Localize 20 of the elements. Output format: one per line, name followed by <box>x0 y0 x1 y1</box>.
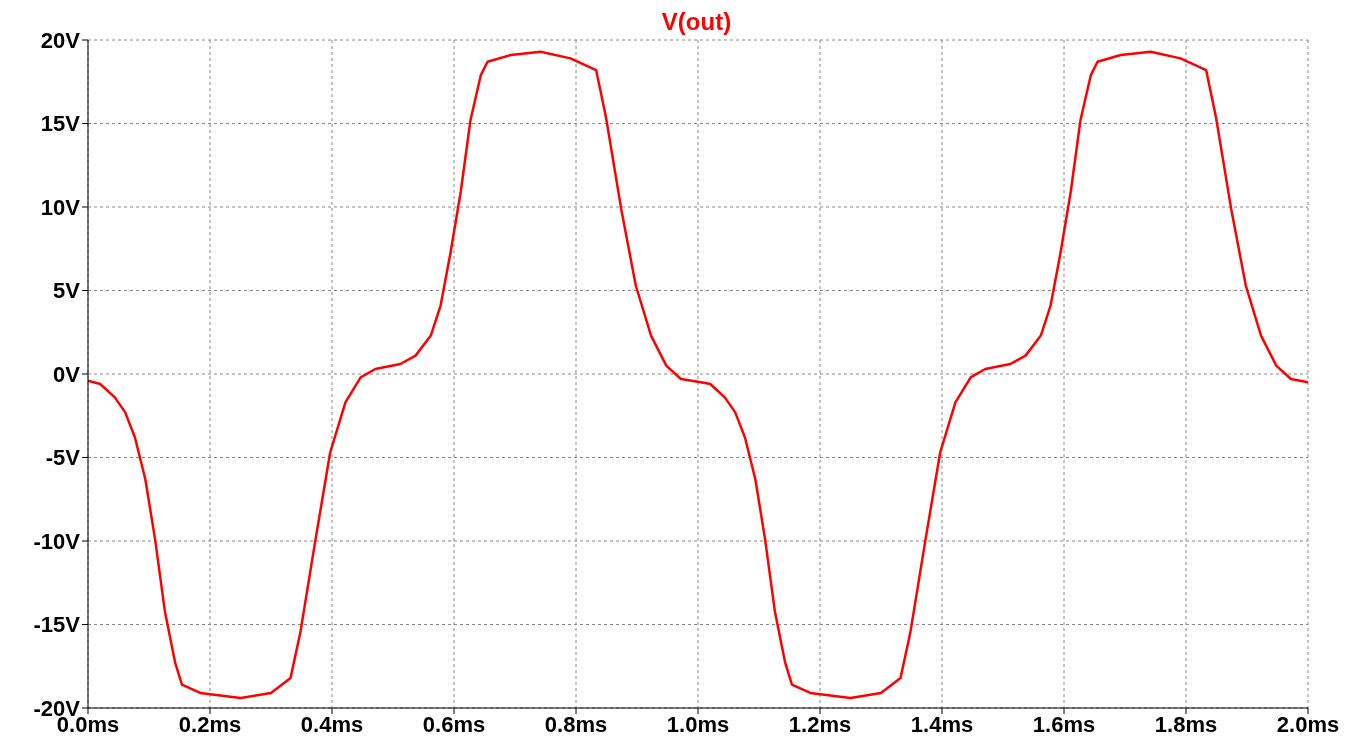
line-series <box>88 50 1308 700</box>
y-tick-label: 20V <box>40 27 81 53</box>
x-tick-label: 0.4ms <box>300 711 364 737</box>
y-tick-label: 0V <box>53 361 81 387</box>
y-tick-label: -5V <box>45 445 81 471</box>
y-tick-label: 5V <box>53 278 81 304</box>
x-tick-label: 1.2ms <box>788 711 852 737</box>
x-tick-label: 1.0ms <box>666 711 730 737</box>
y-tick-label: -10V <box>33 528 81 554</box>
x-tick-label: 0.8ms <box>544 711 608 737</box>
y-tick-label: -15V <box>33 612 81 638</box>
y-tick-label: 10V <box>40 194 81 220</box>
y-tick-label: 15V <box>40 111 81 137</box>
x-tick-label: 0.6ms <box>422 711 486 737</box>
x-tick-label: 2.0ms <box>1276 711 1340 737</box>
x-tick-label: 1.4ms <box>910 711 974 737</box>
x-tick-label: 1.8ms <box>1154 711 1218 737</box>
chart-title: V(out) <box>660 8 733 36</box>
x-tick-label: 0.2ms <box>178 711 242 737</box>
x-tick-label: 1.6ms <box>1032 711 1096 737</box>
